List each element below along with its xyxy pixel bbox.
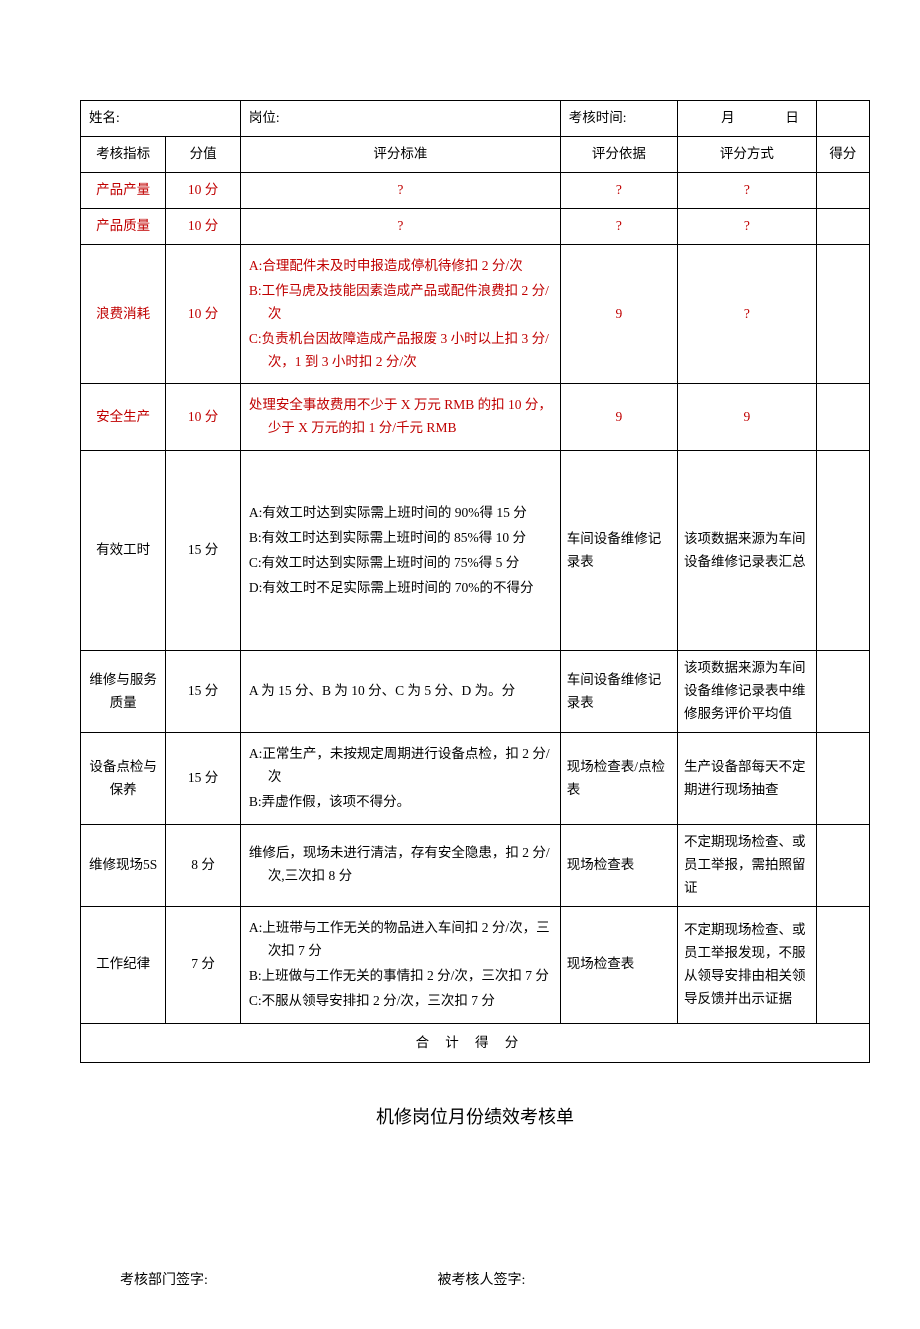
table-row: 浪费消耗10 分A:合理配件未及时申报造成停机待修扣 2 分/次B:工作马虎及技… — [81, 244, 870, 384]
criteria-cell: ? — [240, 208, 560, 244]
score-cell — [816, 906, 869, 1023]
points-cell: 10 分 — [166, 208, 241, 244]
person-signature: 被考核人签字: — [438, 1269, 851, 1289]
basis-cell: 车间设备维修记录表 — [560, 451, 677, 651]
method-cell: 该项数据来源为车间设备维修记录表汇总 — [678, 451, 817, 651]
col-basis: 评分依据 — [560, 136, 677, 172]
indicator-cell: 浪费消耗 — [81, 244, 166, 384]
table-row: 安全生产10 分处理安全事故费用不少于 X 万元 RMB 的扣 10 分，少于 … — [81, 384, 870, 451]
indicator-cell: 安全生产 — [81, 384, 166, 451]
total-row: 合计得分 — [81, 1023, 870, 1063]
method-cell: ? — [678, 244, 817, 384]
indicator-cell: 维修与服务质量 — [81, 651, 166, 733]
position-field: 岗位: — [240, 101, 560, 137]
table-row: 产品产量10 分??? — [81, 172, 870, 208]
basis-cell: 车间设备维修记录表 — [560, 651, 677, 733]
method-cell: 该项数据来源为车间设备维修记录表中维修服务评价平均值 — [678, 651, 817, 733]
criteria-cell: A:有效工时达到实际需上班时间的 90%得 15 分B:有效工时达到实际需上班时… — [240, 451, 560, 651]
name-field: 姓名: — [81, 101, 241, 137]
month-day-field: 月 日 — [678, 101, 817, 137]
score-cell — [816, 824, 869, 906]
points-cell: 15 分 — [166, 451, 241, 651]
col-method: 评分方式 — [678, 136, 817, 172]
time-field: 考核时间: — [560, 101, 677, 137]
col-criteria: 评分标准 — [240, 136, 560, 172]
dept-signature: 考核部门签字: — [100, 1269, 438, 1289]
basis-cell: ? — [560, 208, 677, 244]
score-cell — [816, 208, 869, 244]
header-blank — [816, 101, 869, 137]
indicator-cell: 设备点检与保养 — [81, 733, 166, 825]
method-cell: ? — [678, 172, 817, 208]
score-cell — [816, 733, 869, 825]
indicator-cell: 产品质量 — [81, 208, 166, 244]
points-cell: 10 分 — [166, 384, 241, 451]
score-cell — [816, 244, 869, 384]
indicator-cell: 有效工时 — [81, 451, 166, 651]
criteria-cell: 处理安全事故费用不少于 X 万元 RMB 的扣 10 分，少于 X 万元的扣 1… — [240, 384, 560, 451]
basis-cell: 现场检查表 — [560, 906, 677, 1023]
col-points: 分值 — [166, 136, 241, 172]
method-cell: 9 — [678, 384, 817, 451]
table-row: 维修现场5S8 分维修后，现场未进行清洁，存有安全隐患，扣 2 分/次,三次扣 … — [81, 824, 870, 906]
table-row: 产品质量10 分??? — [81, 208, 870, 244]
indicator-cell: 产品产量 — [81, 172, 166, 208]
basis-cell: ? — [560, 172, 677, 208]
table-row: 维修与服务质量15 分A 为 15 分、B 为 10 分、C 为 5 分、D 为… — [81, 651, 870, 733]
basis-cell: 现场检查表 — [560, 824, 677, 906]
document-title: 机修岗位月份绩效考核单 — [80, 1103, 870, 1129]
indicator-cell: 维修现场5S — [81, 824, 166, 906]
table-row: 设备点检与保养15 分A:正常生产，未按规定周期进行设备点检，扣 2 分/次B:… — [81, 733, 870, 825]
table-row: 工作纪律7 分A:上班带与工作无关的物品进入车间扣 2 分/次，三次扣 7 分B… — [81, 906, 870, 1023]
method-cell: 不定期现场检查、或员工举报发现，不服从领导安排由相关领导反馈并出示证据 — [678, 906, 817, 1023]
points-cell: 10 分 — [166, 244, 241, 384]
criteria-cell: A 为 15 分、B 为 10 分、C 为 5 分、D 为。分 — [240, 651, 560, 733]
points-cell: 15 分 — [166, 733, 241, 825]
signature-row: 考核部门签字: 被考核人签字: — [80, 1269, 870, 1289]
basis-cell: 9 — [560, 384, 677, 451]
basis-cell: 现场检查表/点检表 — [560, 733, 677, 825]
criteria-cell: A:上班带与工作无关的物品进入车间扣 2 分/次，三次扣 7 分B:上班做与工作… — [240, 906, 560, 1023]
method-cell: 生产设备部每天不定期进行现场抽查 — [678, 733, 817, 825]
score-cell — [816, 172, 869, 208]
score-cell — [816, 651, 869, 733]
method-cell: ? — [678, 208, 817, 244]
points-cell: 15 分 — [166, 651, 241, 733]
criteria-cell: A:正常生产，未按规定周期进行设备点检，扣 2 分/次B:弄虚作假，该项不得分。 — [240, 733, 560, 825]
evaluation-table: 姓名: 岗位: 考核时间: 月 日 考核指标 分值 评分标准 评分依据 评分方式… — [80, 100, 870, 1063]
table-row: 有效工时15 分A:有效工时达到实际需上班时间的 90%得 15 分B:有效工时… — [81, 451, 870, 651]
total-label: 合计得分 — [81, 1023, 870, 1063]
criteria-cell: ? — [240, 172, 560, 208]
form-header-row: 姓名: 岗位: 考核时间: 月 日 — [81, 101, 870, 137]
points-cell: 7 分 — [166, 906, 241, 1023]
score-cell — [816, 451, 869, 651]
indicator-cell: 工作纪律 — [81, 906, 166, 1023]
method-cell: 不定期现场检查、或员工举报，需拍照留证 — [678, 824, 817, 906]
points-cell: 10 分 — [166, 172, 241, 208]
col-indicator: 考核指标 — [81, 136, 166, 172]
score-cell — [816, 384, 869, 451]
criteria-cell: A:合理配件未及时申报造成停机待修扣 2 分/次B:工作马虎及技能因素造成产品或… — [240, 244, 560, 384]
column-header-row: 考核指标 分值 评分标准 评分依据 评分方式 得分 — [81, 136, 870, 172]
criteria-cell: 维修后，现场未进行清洁，存有安全隐患，扣 2 分/次,三次扣 8 分 — [240, 824, 560, 906]
points-cell: 8 分 — [166, 824, 241, 906]
col-score: 得分 — [816, 136, 869, 172]
page-container: 姓名: 岗位: 考核时间: 月 日 考核指标 分值 评分标准 评分依据 评分方式… — [0, 0, 920, 1329]
basis-cell: 9 — [560, 244, 677, 384]
